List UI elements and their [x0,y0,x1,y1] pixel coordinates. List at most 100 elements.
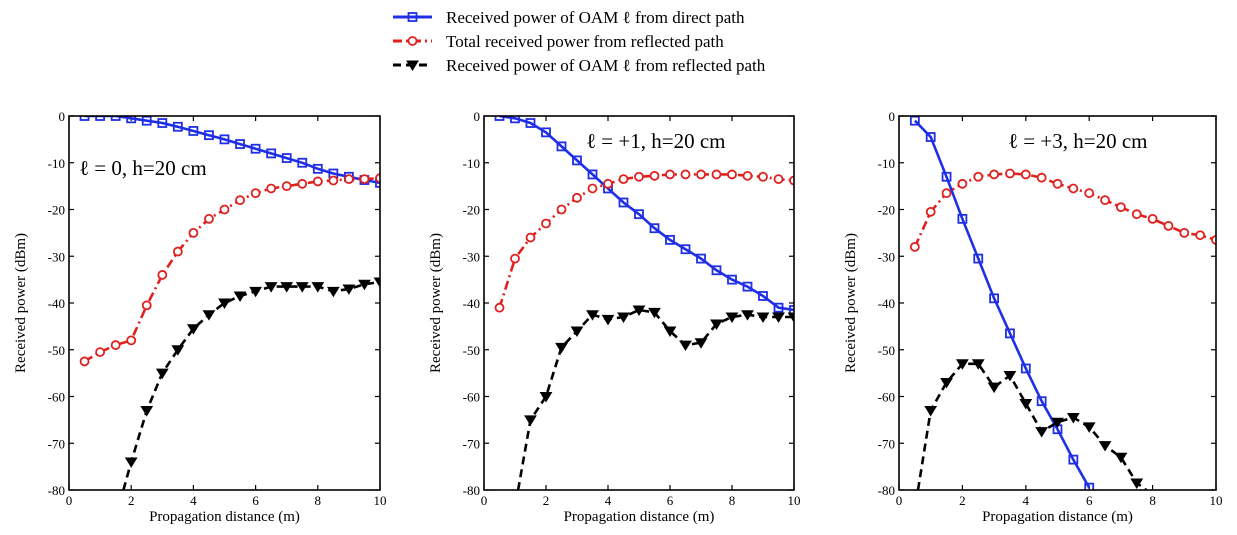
data-point [758,171,768,182]
series-group [79,116,380,490]
data-point [957,213,968,224]
data-point [758,291,768,301]
data-point [541,127,551,138]
x-tick-label: 2 [543,493,550,508]
y-tick-label: -10 [463,156,480,171]
data-point [249,286,262,298]
data-point [342,284,356,295]
data-point [188,126,199,136]
data-point [510,116,520,124]
y-tick-label: -70 [48,436,65,451]
data-point [756,312,770,323]
data-point [250,188,261,199]
y-tick-label: -50 [878,343,895,358]
data-point [727,274,737,285]
data-point [1052,178,1063,189]
x-tick-label: 2 [959,493,966,508]
data-point [603,178,613,189]
data-point [525,232,536,243]
data-point [1036,396,1047,407]
data-point [1019,399,1033,410]
x-tick-label: 2 [128,493,135,508]
y-axis-label: Received power (dBm) [428,233,444,373]
y-tick-label: -20 [463,203,480,218]
data-point [1005,328,1015,339]
data-point [925,206,936,217]
x-tick-label: 6 [1086,493,1093,508]
chart-panel: 0 2 4 6 8 10 0 -10 -20 -30 -40 -50 -60 -70 -80 ℓ = +3, … [843,109,1223,525]
data-point [141,300,152,311]
data-point [326,286,340,298]
series-line [916,362,1148,490]
data-point [328,175,339,186]
data-point [789,305,794,315]
annotation: ℓ = +3, h=20 cm [1008,129,1148,153]
y-tick-label: -40 [878,296,895,311]
y-axis-label: Received power (dBm) [13,233,29,373]
plot-frame [483,115,795,491]
data-point [924,406,938,417]
legend-marker [407,36,418,46]
legend-entry: Received power of OAM ℓ from direct path [393,8,745,27]
data-point [696,169,706,180]
data-point [1100,195,1110,206]
series-line [83,176,380,363]
data-point [680,244,691,255]
x-tick-label: 6 [252,493,259,508]
data-point [941,188,952,199]
data-point [989,169,999,180]
plots: 0 2 4 6 8 10 0 -10 -20 -30 -40 -50 -60 -70 -80 ℓ = 0, h… [13,109,1223,525]
data-point [1147,213,1158,224]
legend-label: Received power of OAM ℓ from direct path [446,8,745,27]
data-point [187,324,200,335]
series-line [499,116,794,312]
data-point [1020,169,1031,180]
data-point [297,178,308,189]
data-point [140,406,154,417]
data-point [1116,202,1126,213]
y-tick-label: -30 [463,249,480,264]
y-tick-label: -20 [48,203,65,218]
legend-entry: Received power of OAM ℓ from reflected p… [393,56,766,75]
y-tick-label: -10 [878,156,895,171]
data-point [555,342,568,354]
data-point [157,118,168,128]
data-point [375,173,380,184]
data-point [373,277,380,288]
y-tick-label: -80 [878,483,895,498]
data-point [204,130,214,141]
data-point [312,176,323,187]
annotation: ℓ = 0, h=20 cm [79,156,207,180]
data-point [773,174,784,185]
data-point [235,139,245,149]
data-point [649,170,660,181]
data-point [1035,427,1049,438]
data-point [696,253,706,264]
series-line [84,116,380,185]
data-point [1211,234,1216,245]
data-point [634,209,644,220]
data-point [188,227,199,238]
data-point [617,312,630,323]
y-tick-label: 0 [889,109,896,124]
data-point [1084,482,1095,490]
x-tick-label: 4 [605,493,612,508]
data-point [79,356,90,367]
x-tick-label: 0 [896,493,903,508]
data-point [494,116,505,121]
data-point [1163,220,1174,231]
legend-label: Total received power from reflected path [446,32,724,51]
y-tick-label: -70 [878,436,895,451]
data-point [711,169,722,180]
y-tick-label: 0 [59,109,66,124]
data-point [1066,413,1080,424]
data-point [618,197,629,208]
data-point [235,195,245,206]
data-point [940,377,953,389]
data-point [787,312,794,323]
data-point [126,335,137,346]
data-point [250,143,261,154]
data-point [312,163,323,174]
data-point [510,253,520,264]
data-point [218,298,231,309]
